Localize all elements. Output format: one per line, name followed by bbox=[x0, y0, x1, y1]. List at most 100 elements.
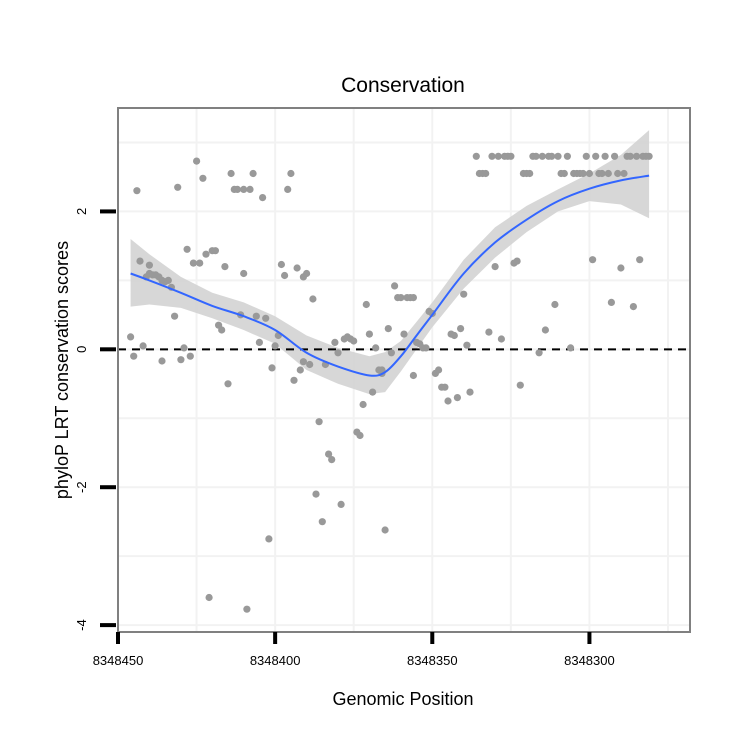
data-point bbox=[325, 450, 333, 458]
data-point bbox=[227, 169, 235, 178]
confidence-band-area bbox=[130, 130, 650, 395]
data-point bbox=[265, 535, 273, 543]
data-point bbox=[281, 271, 289, 280]
y-axis-label: phyloP LRT conservation scores bbox=[52, 241, 72, 499]
data-point bbox=[199, 174, 207, 182]
data-point bbox=[362, 300, 370, 309]
data-point bbox=[466, 388, 474, 396]
data-point bbox=[560, 169, 568, 178]
data-point bbox=[604, 169, 612, 178]
data-point bbox=[617, 264, 625, 272]
x-tick-label: 8348450 bbox=[93, 653, 144, 668]
y-tick-label: 0 bbox=[74, 346, 89, 353]
y-tick-label: 2 bbox=[74, 208, 89, 215]
data-point bbox=[318, 518, 326, 526]
data-point bbox=[268, 364, 276, 372]
data-point bbox=[356, 431, 364, 440]
data-point bbox=[205, 593, 213, 602]
data-point bbox=[139, 342, 147, 350]
data-point bbox=[400, 330, 408, 338]
data-point bbox=[614, 169, 622, 178]
data-point bbox=[535, 349, 543, 357]
data-point bbox=[491, 263, 499, 271]
data-point bbox=[488, 152, 496, 160]
data-point bbox=[196, 259, 204, 267]
data-point bbox=[277, 260, 285, 269]
data-point bbox=[315, 418, 323, 426]
data-point bbox=[290, 376, 298, 384]
data-point bbox=[365, 330, 373, 338]
y-tick-label: -4 bbox=[74, 619, 89, 631]
data-point bbox=[127, 333, 135, 341]
data-point bbox=[177, 356, 185, 364]
data-point bbox=[507, 152, 515, 160]
confidence-band bbox=[130, 130, 650, 395]
data-point bbox=[435, 366, 443, 374]
data-point bbox=[189, 259, 197, 267]
data-point bbox=[252, 312, 260, 320]
data-point bbox=[211, 247, 219, 255]
data-point bbox=[620, 169, 628, 178]
data-point bbox=[249, 169, 257, 178]
data-point bbox=[171, 312, 179, 320]
x-tick-label: 8348350 bbox=[407, 653, 458, 668]
data-point bbox=[180, 344, 188, 352]
data-point bbox=[369, 388, 377, 396]
data-points bbox=[127, 152, 653, 613]
data-point bbox=[381, 526, 389, 534]
data-point bbox=[136, 257, 144, 265]
data-point bbox=[293, 264, 301, 272]
data-point bbox=[331, 338, 339, 346]
data-point bbox=[633, 152, 641, 160]
data-point bbox=[259, 194, 267, 202]
data-point bbox=[409, 294, 417, 302]
data-point bbox=[391, 282, 399, 290]
data-point bbox=[567, 344, 575, 352]
data-point bbox=[164, 276, 172, 284]
data-point bbox=[611, 152, 619, 160]
data-point bbox=[482, 169, 490, 178]
data-point bbox=[444, 397, 452, 405]
data-point bbox=[246, 185, 254, 193]
data-point bbox=[485, 328, 493, 336]
data-point bbox=[202, 250, 210, 258]
data-point bbox=[174, 183, 182, 191]
data-point bbox=[309, 295, 317, 303]
data-point bbox=[551, 300, 559, 309]
data-point bbox=[296, 366, 304, 374]
data-point bbox=[193, 157, 201, 165]
x-axis: 8348450 8348400 8348350 8348300 bbox=[93, 632, 615, 668]
data-point bbox=[607, 298, 616, 306]
data-point bbox=[328, 456, 336, 464]
data-point bbox=[513, 257, 521, 265]
chart-title: Conservation bbox=[341, 74, 465, 97]
data-point bbox=[384, 325, 392, 333]
data-point bbox=[460, 290, 468, 298]
data-point bbox=[387, 349, 395, 357]
data-point bbox=[271, 342, 279, 350]
data-point bbox=[350, 337, 358, 345]
data-point bbox=[457, 325, 465, 333]
data-point bbox=[626, 152, 634, 160]
data-point bbox=[598, 169, 606, 178]
data-point bbox=[299, 358, 307, 366]
data-point bbox=[532, 152, 540, 160]
data-point bbox=[337, 500, 345, 508]
y-tick-label: -2 bbox=[74, 481, 89, 493]
data-point bbox=[130, 352, 138, 360]
data-point bbox=[221, 263, 229, 271]
data-point bbox=[636, 256, 644, 264]
data-point bbox=[224, 380, 232, 388]
smooth-fit-line bbox=[130, 174, 650, 377]
data-point bbox=[472, 152, 480, 160]
data-point bbox=[601, 152, 609, 160]
data-point bbox=[397, 294, 405, 302]
data-point bbox=[450, 331, 458, 340]
data-point bbox=[494, 152, 502, 160]
data-point bbox=[409, 371, 417, 380]
data-point bbox=[303, 269, 311, 278]
data-point bbox=[287, 169, 295, 178]
data-point bbox=[645, 152, 653, 160]
data-point bbox=[441, 383, 449, 391]
